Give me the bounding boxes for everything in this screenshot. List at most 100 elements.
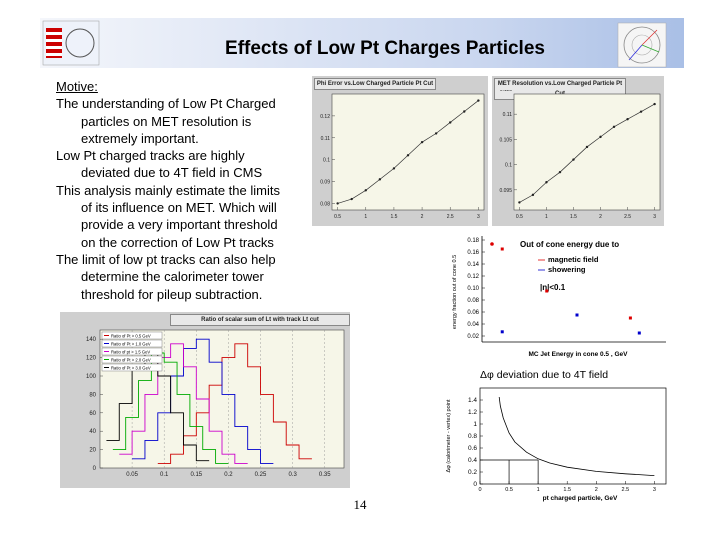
histogram-series [112,352,229,464]
data-point [463,110,466,113]
plot-area [331,93,485,211]
paragraph-4-line-3: threshold for pileup subtraction. [81,286,263,302]
y-tick-label: 0.11 [503,112,513,118]
x-tick-label: 1 [545,214,548,220]
y-tick-label: 0 [473,481,477,488]
x-axis-label: MC Jet Energy in cone 0.5 , GeV [529,351,629,358]
paragraph-3-line-1: This analysis mainly estimate the limits [56,182,280,198]
data-point [637,331,641,335]
paragraph-1-line-1: The understanding of Low Pt Charged [56,96,276,112]
legend-label: Ratio of Pt > 2.0 GeV [111,358,151,363]
data-point [599,135,602,139]
met-resolution-chart: 0.5 1 1.5 2 2.5 3 0.095 0.1 0.105 0.11 0.115 [499,90,661,220]
data-point [364,189,367,192]
paragraph-3-line-2: of its influence on MET. Which will [81,200,277,216]
y-tick-label: 0.08 [320,201,330,207]
legend-text-2: magnetic field [548,255,599,264]
plot-area [513,93,661,211]
data-point [531,193,535,197]
x-tick-label: 2 [595,487,598,493]
paragraph-2-line-1: Low Pt charged tracks are highly [56,148,245,164]
legend-box [101,355,163,364]
y-tick-label: 20 [89,448,96,454]
y-tick-label: 0 [93,466,97,472]
data-point [572,158,575,161]
y-tick-label: 80 [89,392,96,398]
legend-text-3: showering [548,265,586,274]
legend-marker [490,242,494,246]
data-point [434,132,438,135]
x-tick-label: 3 [477,214,480,220]
data-point [378,178,382,181]
y-tick-label: 1.4 [468,397,477,404]
paragraph-1-line-3: extremely important. [81,130,199,146]
y-tick-label: 0.04 [467,322,479,328]
legend-label: Ratio of Pt > 0.5 GeV [111,334,151,339]
data-point [477,99,480,102]
eta-annotation: |η|<0.1 [540,283,566,292]
data-point [449,121,452,124]
legend-label: Ratio of Pt > 3.0 GeV [111,366,151,371]
data-point [558,170,562,174]
legend-label: Ratio of Pt > 1.0 GeV [111,342,151,347]
y-tick-label: 0.095 [499,188,512,194]
paragraph-3-line-3: provide a very important threshold [81,217,278,233]
x-tick-label: 0 [478,487,481,493]
legend-text-1: Out of cone energy due to [520,240,619,249]
chart-title: Δφ deviation due to 4T field [480,369,608,381]
x-tick-label: 1.5 [570,214,577,220]
data-point [575,313,579,317]
ratio-histogram-chart: 0.05 0.1 0.15 0.2 0.25 0.3 0.35 140 120 100 80 60 40… [86,329,345,478]
data-point [500,330,504,334]
page-number: 14 [353,497,367,512]
phi-error-chart: 0.5 1 1.5 2 2.5 3 0.08 0.09 0.1 0.11 0.12 [320,93,485,220]
y-tick-label: 100 [86,374,97,380]
data-point [653,102,656,106]
x-tick-label: 1 [537,487,540,493]
x-tick-label: 0.15 [190,472,202,478]
y-tick-label: 0.8 [468,433,477,440]
histogram-series [119,343,248,464]
deviation-curve [498,396,655,476]
x-tick-label: 2.5 [624,214,631,220]
data-point [420,140,424,144]
cms-logo-icon [42,20,100,66]
y-tick-label: 0.02 [467,334,479,340]
x-tick-label: 2 [599,214,602,220]
paragraph-4-line-2: determine the calorimeter tower [81,269,264,285]
y-tick-label: 0.06 [467,310,479,316]
data-point [628,316,632,320]
y-tick-label: 0.2 [468,469,477,476]
y-tick-label: 0.1 [505,163,512,169]
x-tick-label: 0.35 [319,472,331,478]
y-tick-label: 0.4 [468,457,477,464]
y-tick-label: 0.1 [323,158,330,164]
x-tick-label: 3 [653,214,656,220]
data-point [612,125,616,128]
x-tick-label: 0.05 [126,472,138,478]
data-point [626,118,629,121]
x-tick-label: 3 [653,487,656,493]
data-point [500,247,504,251]
ratio-histogram-panel: Ratio of scalar sum of Lt with track Lt … [60,312,350,488]
title-banner [40,18,684,68]
y-tick-label: 1.2 [468,409,477,416]
legend-box [101,331,163,340]
data-point [518,201,521,204]
legend-box [101,347,163,356]
body-text: Motive: The understanding of Low Pt Char… [56,78,308,303]
phi-error-chart-panel: Phi Error vs.Low Charged Particle Pt Cut… [312,76,488,226]
y-tick-label: 0.105 [499,137,512,143]
data-point [585,145,589,149]
paragraph-3-line-4: on the correction of Low Pt tracks [81,234,274,250]
x-tick-label: 1 [364,214,367,220]
y-tick-label: 0.14 [467,262,479,268]
y-tick-label: 1 [473,421,477,428]
x-tick-label: 1.5 [390,214,397,220]
y-tick-label: 40 [89,429,96,435]
data-point [336,202,339,205]
y-tick-label: 0.11 [321,136,331,142]
data-point [392,167,396,170]
y-tick-label: 0.09 [320,180,330,186]
x-tick-label: 0.1 [160,472,169,478]
